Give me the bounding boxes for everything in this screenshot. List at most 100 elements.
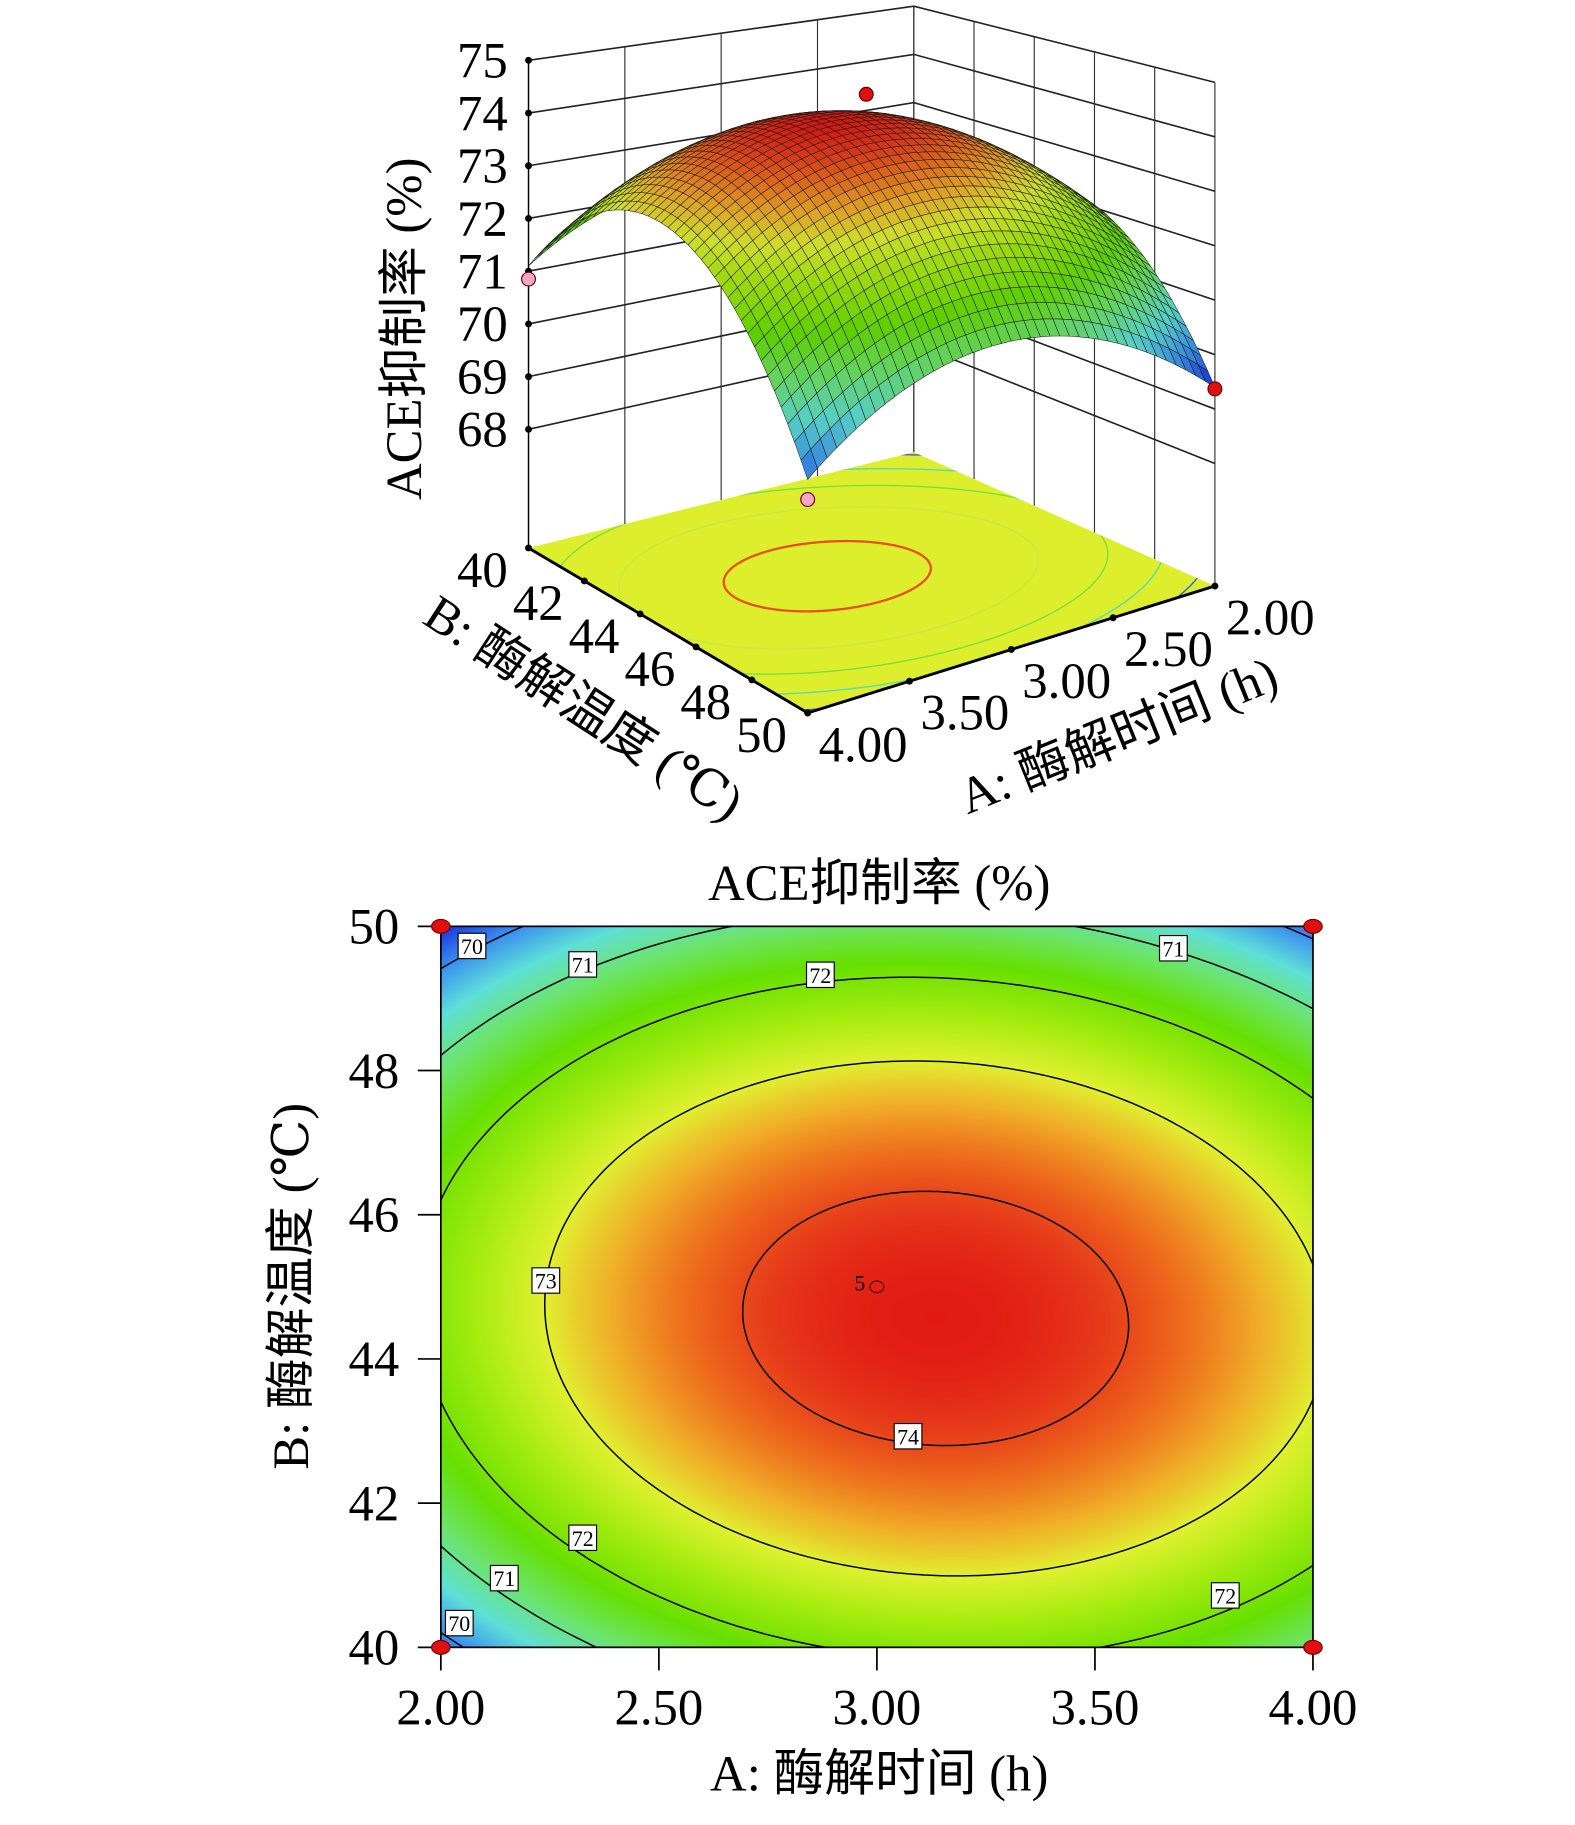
b-tick-label: 42 bbox=[513, 575, 564, 631]
3d-z-axis-title: ACE抑制率 (%) bbox=[376, 158, 432, 501]
z-tick-label: 73 bbox=[457, 138, 508, 194]
contour-line-73 bbox=[544, 1060, 1313, 1577]
3d-design-points bbox=[521, 86, 1223, 508]
surface-cell bbox=[800, 448, 818, 480]
x-tick-label: 3.50 bbox=[1051, 1680, 1140, 1736]
x-tick-label: 2.50 bbox=[614, 1680, 703, 1736]
b-tick bbox=[748, 676, 756, 684]
contour-plot-title: ACE抑制率 (%) bbox=[708, 855, 1051, 911]
b-tick bbox=[525, 544, 532, 552]
contour-x-axis-title: A: 酶解时间 (h) bbox=[710, 1745, 1048, 1801]
z-tick bbox=[525, 162, 532, 170]
contour-line-72 bbox=[440, 976, 1313, 1648]
floor-contour-74 bbox=[722, 539, 933, 613]
z-tick-label: 75 bbox=[457, 33, 508, 89]
a-tick-label: 4.00 bbox=[819, 716, 908, 772]
surface-cell bbox=[546, 234, 563, 251]
svg-text:72: 72 bbox=[809, 963, 831, 988]
z-tick bbox=[525, 373, 532, 381]
a-tick-label: 3.00 bbox=[1022, 653, 1111, 709]
b-tick-label: 50 bbox=[736, 707, 787, 763]
x-tick-label: 2.00 bbox=[396, 1680, 485, 1736]
contour-plot: 2.00 2.50 3.00 3.50 4.00 40 42 44 46 48 50 70 71 72 71… bbox=[349, 899, 1358, 1736]
a-tick bbox=[804, 709, 812, 717]
design-point bbox=[431, 1639, 451, 1655]
contour-label: 70 bbox=[444, 1609, 474, 1637]
b-tick bbox=[580, 577, 588, 585]
contour-label: 72 bbox=[1210, 1582, 1240, 1609]
contour-label: 71 bbox=[489, 1564, 519, 1592]
a-tick bbox=[1109, 614, 1117, 622]
b-tick bbox=[692, 643, 700, 651]
wall-gridline bbox=[528, 53, 1216, 138]
z-tick bbox=[525, 320, 532, 328]
design-point bbox=[1303, 1639, 1323, 1655]
a-tick bbox=[1007, 646, 1015, 653]
design-point bbox=[1303, 918, 1323, 934]
contour-y-axis-title: B: 酶解温度 (℃) bbox=[263, 1103, 319, 1470]
z-tick-label: 74 bbox=[457, 85, 508, 141]
z-tick-label: 71 bbox=[457, 243, 508, 299]
wall-gridline bbox=[528, 101, 1216, 193]
z-tick bbox=[525, 56, 532, 64]
a-tick-label: 2.50 bbox=[1124, 621, 1213, 677]
contour-label: 70 bbox=[457, 932, 487, 960]
x-tick-label: 3.00 bbox=[832, 1680, 921, 1736]
x-tick-label: 4.00 bbox=[1269, 1680, 1358, 1736]
b-tick-label: 44 bbox=[569, 608, 620, 664]
svg-text:73: 73 bbox=[535, 1269, 557, 1294]
y-tick-label: 48 bbox=[349, 1043, 400, 1099]
svg-text:72: 72 bbox=[1214, 1584, 1236, 1609]
contour-label: 71 bbox=[1158, 934, 1188, 962]
z-tick bbox=[525, 109, 532, 117]
a-tick bbox=[1211, 582, 1219, 590]
z-tick-label: 68 bbox=[457, 402, 508, 458]
svg-text:74: 74 bbox=[897, 1424, 919, 1449]
z-tick bbox=[525, 425, 532, 433]
a-tick-label: 3.50 bbox=[920, 685, 1009, 741]
y-tick-label: 42 bbox=[349, 1475, 400, 1531]
design-point bbox=[431, 918, 451, 934]
svg-text:71: 71 bbox=[493, 1566, 515, 1591]
contour-label: 72 bbox=[568, 1524, 598, 1552]
contour-line-70 bbox=[440, 926, 1313, 1648]
center-point-marker bbox=[869, 1280, 885, 1294]
design-point-3d bbox=[1207, 381, 1223, 397]
b-tick bbox=[636, 610, 644, 618]
svg-text:70: 70 bbox=[461, 934, 483, 959]
svg-text:71: 71 bbox=[1162, 936, 1184, 961]
svg-text:72: 72 bbox=[572, 1526, 594, 1551]
3d-response-surface bbox=[528, 110, 1216, 480]
contour-label: 71 bbox=[568, 951, 598, 978]
contour-line-71 bbox=[440, 926, 1313, 1648]
b-tick-label: 40 bbox=[457, 542, 508, 598]
z-tick bbox=[525, 215, 532, 222]
z-tick-label: 69 bbox=[457, 349, 508, 405]
svg-text:70: 70 bbox=[448, 1611, 470, 1636]
design-point-3d bbox=[521, 271, 537, 287]
floor-contour-73 bbox=[618, 506, 1040, 650]
y-tick-label: 44 bbox=[349, 1331, 400, 1387]
contour-label: 73 bbox=[531, 1267, 561, 1294]
svg-text:71: 71 bbox=[572, 952, 594, 977]
y-tick-label: 40 bbox=[349, 1620, 400, 1676]
center-replicates-label: 5 bbox=[854, 1270, 865, 1295]
contour-line-74 bbox=[741, 1190, 1130, 1447]
b-tick-label: 48 bbox=[680, 674, 731, 730]
b-tick-label: 46 bbox=[625, 641, 676, 697]
design-point-3d bbox=[800, 492, 816, 508]
a-tick-label: 2.00 bbox=[1226, 589, 1315, 645]
contour-label: 72 bbox=[805, 961, 835, 989]
z-tick-label: 70 bbox=[457, 296, 508, 352]
wall-gridline bbox=[528, 5, 1216, 84]
surface-cell bbox=[537, 241, 554, 258]
design-point-3d bbox=[858, 86, 874, 102]
z-tick-label: 72 bbox=[457, 191, 508, 247]
a-tick bbox=[906, 677, 913, 685]
y-tick-label: 46 bbox=[349, 1187, 400, 1243]
contour-label: 74 bbox=[893, 1422, 923, 1450]
y-tick-label: 50 bbox=[349, 899, 400, 955]
